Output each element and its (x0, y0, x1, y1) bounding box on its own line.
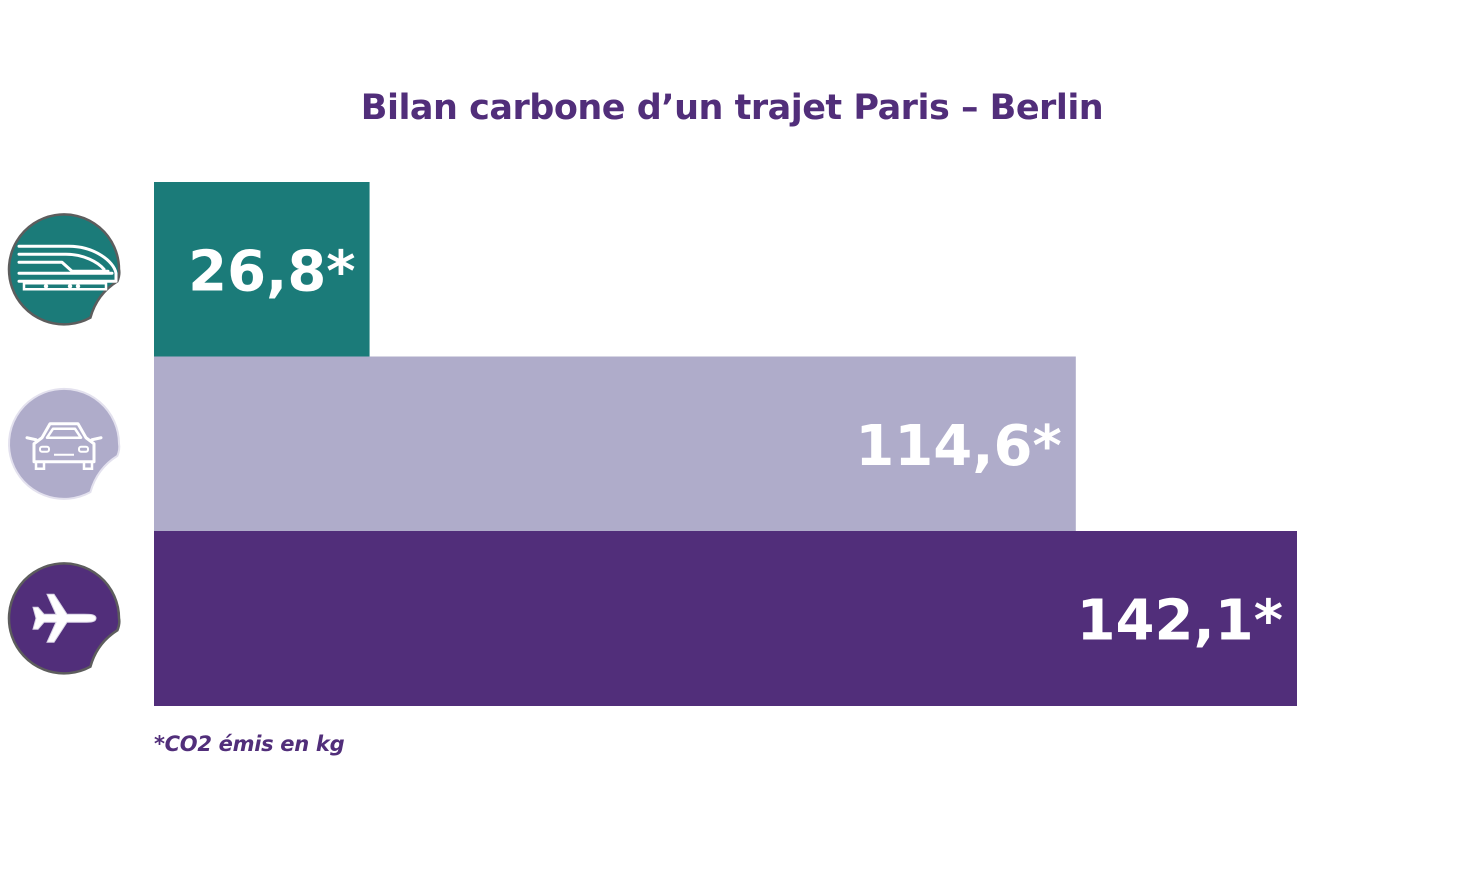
train-icon-stroke (17, 260, 110, 273)
car-icon-headlight (39, 445, 50, 453)
car-badge (8, 387, 121, 500)
car-icon-wheel (34, 460, 46, 470)
value-label-car: 114,6* (855, 414, 1061, 479)
bars-group (154, 182, 1297, 706)
train-icon-wheel (75, 284, 81, 289)
car-icon-body (32, 422, 96, 464)
icons-group (7, 213, 121, 675)
train-icon (7, 213, 121, 326)
value-labels-group: 26,8* 114,6* 142,1* (188, 239, 1283, 653)
car-icon-window (45, 427, 83, 439)
bar-plane (154, 531, 1297, 706)
footnote: *CO2 émis en kg (154, 732, 345, 756)
value-label-train: 26,8* (188, 239, 355, 304)
plane-icon (7, 562, 121, 675)
train-badge (7, 213, 121, 326)
train-icon-wheel (67, 284, 73, 289)
car-icon-mirror (25, 436, 38, 442)
bar-train (154, 182, 370, 357)
car-icon-headlight (78, 445, 89, 453)
plane-icon-shape (32, 593, 97, 643)
car-icon (8, 387, 121, 500)
car-icon-wheel (82, 460, 94, 470)
train-icon-base (22, 282, 108, 291)
train-icon-stroke (17, 244, 118, 283)
train-icon-wheel (43, 284, 49, 289)
train-icon-stroke (17, 252, 106, 271)
value-label-plane: 142,1* (1077, 588, 1283, 653)
bar-car (154, 356, 1076, 532)
car-icon-mirror (90, 436, 103, 442)
chart-title: Bilan carbone d’un trajet Paris – Berlin (360, 88, 1104, 128)
